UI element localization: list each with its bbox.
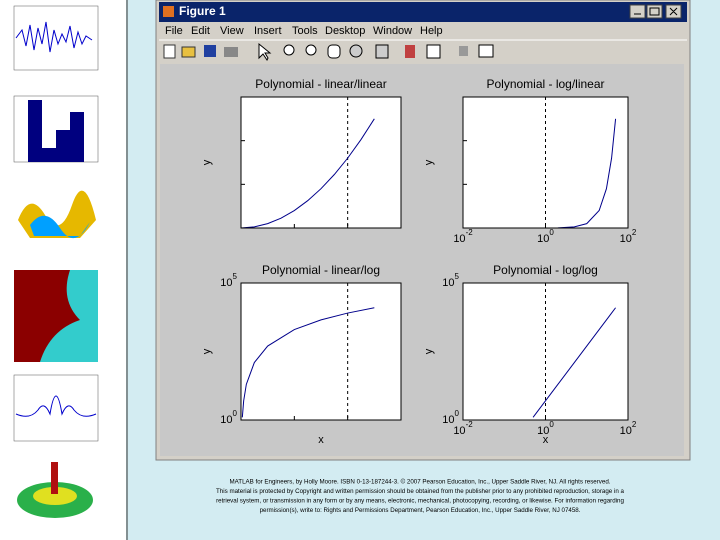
title-bar [159, 2, 687, 22]
data-line [240, 118, 375, 229]
y-tick-label: 105 [442, 272, 459, 289]
thumb-surface-shape [30, 215, 90, 239]
tool-hide[interactable] [459, 46, 468, 56]
thumb-line [15, 395, 97, 417]
menu-item[interactable]: Help [420, 25, 443, 37]
tick-exponent: 0 [455, 409, 460, 418]
window-icon [163, 6, 174, 17]
thumb-3d [33, 487, 77, 505]
tool-open[interactable] [181, 46, 196, 58]
tick-base: 10 [537, 233, 549, 245]
x-tick-label: 10-2 [453, 420, 473, 437]
tick-exponent: -2 [466, 228, 474, 237]
tick-base: 10 [442, 277, 454, 289]
y-tick-label: 100 [442, 409, 459, 426]
menu-item[interactable]: Edit [191, 25, 210, 37]
tool-pan[interactable] [327, 44, 341, 59]
tick-exponent: -2 [466, 420, 474, 429]
tick-exponent: 2 [632, 228, 637, 237]
tick-exponent: 5 [233, 272, 238, 281]
footer-line: This material is protected by Copyright … [216, 488, 624, 495]
y-axis-label: y [423, 159, 435, 165]
menu-item[interactable]: Tools [292, 25, 318, 37]
copyright-footer: MATLAB for Engineers, by Holly Moore. IS… [216, 479, 624, 515]
minimize-button[interactable] [629, 4, 646, 19]
tool-zoom-out[interactable] [305, 44, 317, 56]
plot-title: Polynomial - linear/log [262, 263, 380, 277]
tick-base: 10 [453, 425, 465, 437]
x-axis-label: x [543, 434, 549, 446]
thumb-bars [28, 100, 84, 162]
footer-line: MATLAB for Engineers, by Holly Moore. IS… [229, 479, 610, 486]
axes-border [462, 96, 629, 229]
thumb-line [15, 21, 93, 53]
x-tick-label: 100 [537, 228, 554, 245]
x-tick-label: 10-2 [453, 228, 473, 245]
thumb-3d [51, 462, 58, 494]
data-line [532, 307, 616, 418]
tool-print[interactable] [224, 47, 238, 57]
toolbar [159, 39, 687, 61]
x-axis-label: x [318, 434, 324, 446]
menu-item[interactable]: Desktop [325, 25, 365, 37]
x-tick-label: 102 [620, 420, 637, 437]
axes-border [240, 96, 402, 229]
tick-base: 10 [620, 425, 632, 437]
y-axis-label: y [201, 348, 213, 354]
tool-pointer[interactable] [258, 42, 272, 61]
tool-legend[interactable] [426, 44, 441, 59]
tick-base: 10 [220, 414, 232, 426]
tick-base: 10 [537, 425, 549, 437]
tool-show[interactable] [478, 44, 494, 58]
tick-base: 10 [442, 414, 454, 426]
menu-bar: File Edit View Insert Tools Desktop Window Help [165, 25, 443, 37]
menu-item[interactable]: Insert [254, 25, 282, 37]
x-tick-label: 100 [537, 420, 554, 437]
plot-title: Polynomial - log/log [493, 263, 598, 277]
y-axis-label: y [201, 159, 213, 165]
y-tick-label: 100 [220, 409, 237, 426]
tick-base: 10 [453, 233, 465, 245]
plots: Polynomial - linear/linear y Polynomial - … [201, 77, 637, 446]
menu-item[interactable]: View [220, 25, 244, 37]
plot-title: Polynomial - linear/linear [255, 77, 386, 91]
tick-exponent: 0 [549, 228, 554, 237]
tool-rotate[interactable] [349, 44, 363, 58]
maximize-button[interactable] [646, 4, 663, 19]
axes [241, 97, 401, 228]
x-tick-label: 102 [620, 228, 637, 245]
tick-exponent: 0 [549, 420, 554, 429]
tool-save[interactable] [204, 45, 216, 57]
tool-new[interactable] [163, 44, 176, 59]
footer-line: retrieval system, or transmission in any… [216, 498, 624, 505]
footer-line: permission(s), write to: Rights and Perm… [260, 507, 581, 514]
thumb-sinc [13, 374, 99, 442]
tick-base: 10 [620, 233, 632, 245]
thumb-fractal-shape [14, 270, 80, 362]
axes-border [462, 282, 629, 421]
y-tick-label: 105 [220, 272, 237, 289]
button-glyphs [634, 7, 678, 16]
y-axis-label: y [423, 348, 435, 354]
tool-zoom-in[interactable] [283, 44, 295, 56]
thumbnails [13, 5, 99, 518]
tick-base: 10 [220, 277, 232, 289]
tool-datacursor[interactable] [375, 44, 389, 59]
axes [241, 283, 401, 420]
tool-colorbar[interactable] [405, 45, 415, 58]
menu-item[interactable]: Window [373, 25, 412, 37]
tick-exponent: 0 [233, 409, 238, 418]
axes-border [240, 282, 402, 421]
window-title: Figure 1 [179, 4, 226, 18]
plot-title: Polynomial - log/linear [486, 77, 604, 91]
menu-item[interactable]: File [165, 25, 183, 37]
data-line [241, 307, 375, 418]
tick-exponent: 2 [632, 420, 637, 429]
window-buttons[interactable] [629, 4, 682, 19]
tick-exponent: 5 [455, 272, 460, 281]
